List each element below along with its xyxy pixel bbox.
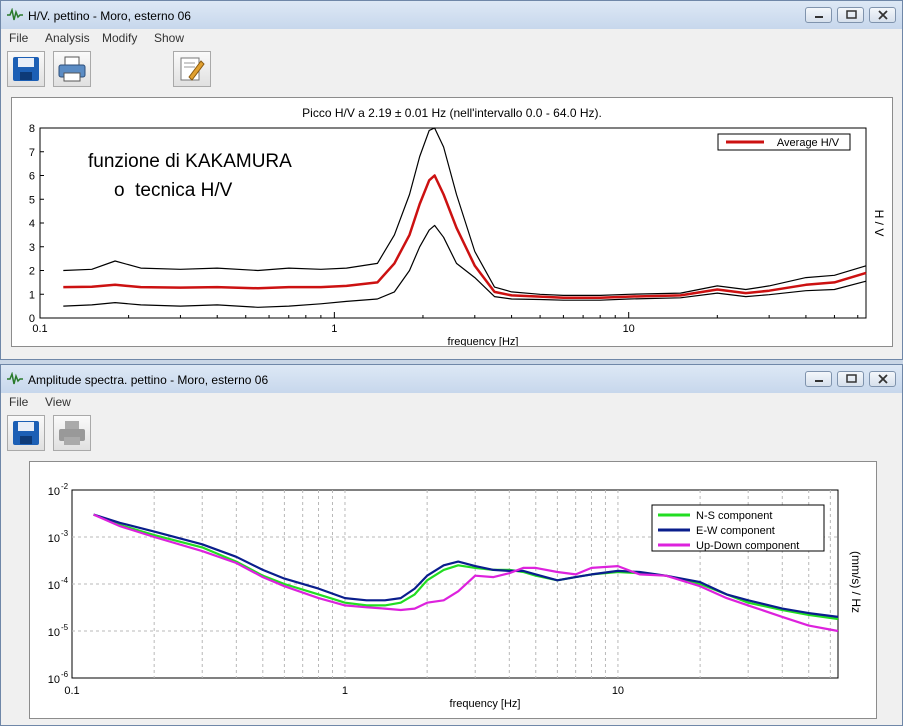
y-tick-label: 10	[48, 486, 60, 498]
close-button[interactable]	[869, 7, 896, 23]
series-ew	[93, 513, 839, 618]
spectra-window: Amplitude spectra. pettino - Moro, ester…	[0, 364, 903, 726]
menu-file[interactable]: File	[9, 31, 29, 45]
series-average-hv	[63, 174, 867, 300]
menu-bar: File View	[1, 393, 902, 411]
y-tick-label: 10	[48, 580, 60, 592]
toolbar	[1, 47, 902, 91]
x-tick-label: 0.1	[64, 685, 79, 697]
close-icon	[878, 374, 888, 384]
y-axis-label: (mm/s) / Hz	[849, 551, 863, 613]
menu-file[interactable]: File	[9, 395, 29, 409]
maximize-icon	[846, 374, 857, 383]
print-icon	[59, 421, 85, 445]
menu-view[interactable]: View	[45, 395, 71, 409]
title-bar[interactable]: Amplitude spectra. pettino - Moro, ester…	[1, 365, 902, 393]
x-tick-label: 1	[342, 685, 348, 697]
print-button-disabled[interactable]	[53, 415, 91, 451]
print-button[interactable]	[53, 51, 91, 87]
edit-button[interactable]	[173, 51, 211, 87]
menu-modify[interactable]: Modify	[102, 31, 138, 45]
minimize-button[interactable]	[805, 371, 832, 387]
annotation-line-2: o tecnica H/V	[114, 180, 233, 201]
x-tick-label: 10	[612, 685, 624, 697]
print-icon	[58, 56, 86, 82]
y-tick-label: 0	[29, 313, 35, 325]
y-tick-label: 10	[48, 533, 60, 545]
hv-plot-panel: Picco H/V a 2.19 ± 0.01 Hz (nell'interva…	[1, 91, 902, 359]
y-tick-label: 3	[29, 242, 35, 254]
y-tick-label: 2	[29, 266, 35, 278]
menu-analysis[interactable]: Analysis	[45, 31, 90, 45]
close-button[interactable]	[869, 371, 896, 387]
app-icon	[7, 372, 23, 385]
save-button[interactable]	[7, 415, 45, 451]
y-tick-label: 6	[29, 171, 35, 183]
y-tick-label: 1	[29, 289, 35, 301]
hv-plot-frame: Picco H/V a 2.19 ± 0.01 Hz (nell'interva…	[11, 97, 893, 347]
y-tick-exponent: -3	[61, 529, 69, 538]
y-tick-label: 5	[29, 194, 35, 206]
y-tick-label: 7	[29, 147, 35, 159]
x-tick-label: 0.1	[32, 323, 47, 335]
minimize-icon	[815, 16, 823, 18]
save-icon	[13, 57, 39, 81]
edit-icon	[180, 57, 205, 81]
legend-label: Average H/V	[777, 137, 840, 149]
spectra-plot-panel: 10 -6 10 -5 10 -4 10 -3 10 -2 0.1 1 10 frequency [Hz]…	[1, 455, 902, 725]
menu-show[interactable]: Show	[154, 31, 185, 45]
window-title: H/V. pettino - Moro, esterno 06	[28, 9, 191, 23]
window-title: Amplitude spectra. pettino - Moro, ester…	[28, 373, 269, 387]
series-ns	[93, 513, 839, 621]
close-icon	[878, 10, 888, 20]
maximize-button[interactable]	[837, 371, 864, 387]
maximize-icon	[846, 10, 857, 19]
y-tick-exponent: -6	[61, 670, 69, 679]
y-axis-label: H / V	[872, 210, 886, 237]
x-axis-label: frequency [Hz]	[450, 698, 521, 710]
y-tick-label: 10	[48, 674, 60, 686]
menu-bar: File Analysis Modify Show	[1, 29, 902, 47]
x-tick-label: 10	[623, 323, 635, 335]
y-tick-label: 10	[48, 627, 60, 639]
y-tick-label: 8	[29, 123, 35, 135]
series-std-bound	[63, 224, 867, 308]
annotation-text: funzione di KAKAMURA o tecnica H/V	[88, 147, 292, 205]
spectra-plot-frame: 10 -6 10 -5 10 -4 10 -3 10 -2 0.1 1 10 frequency [Hz]…	[29, 461, 877, 719]
plot-title: Picco H/V a 2.19 ± 0.01 Hz (nell'interva…	[302, 106, 602, 120]
x-axis-label: frequency [Hz]	[448, 336, 519, 346]
x-tick-label: 1	[331, 323, 337, 335]
y-tick-exponent: -5	[61, 623, 69, 632]
legend-box	[651, 504, 825, 552]
y-tick-exponent: -4	[61, 576, 69, 585]
y-tick-exponent: -2	[61, 482, 69, 491]
minimize-button[interactable]	[805, 7, 832, 23]
y-tick-label: 4	[29, 218, 35, 230]
legend-label: N-S component	[696, 510, 772, 522]
title-bar[interactable]: H/V. pettino - Moro, esterno 06	[1, 1, 902, 29]
series-updown	[93, 513, 839, 633]
toolbar	[1, 411, 902, 455]
save-icon	[13, 421, 39, 445]
legend-label: E-W component	[696, 525, 775, 537]
maximize-button[interactable]	[837, 7, 864, 23]
save-button[interactable]	[7, 51, 45, 87]
legend-box	[717, 133, 851, 151]
hv-chart: 0 1 2 3 4 5 6 7 8 0.1 1 10 frequency [Hz] H / V Averag…	[29, 123, 886, 346]
legend-label: Up-Down component	[696, 540, 799, 552]
series-std-bound	[63, 127, 867, 296]
annotation-line-1: funzione di KAKAMURA	[88, 151, 292, 172]
app-icon	[7, 8, 23, 21]
minimize-icon	[815, 380, 823, 382]
hv-window: H/V. pettino - Moro, esterno 06 File Ana…	[0, 0, 903, 360]
